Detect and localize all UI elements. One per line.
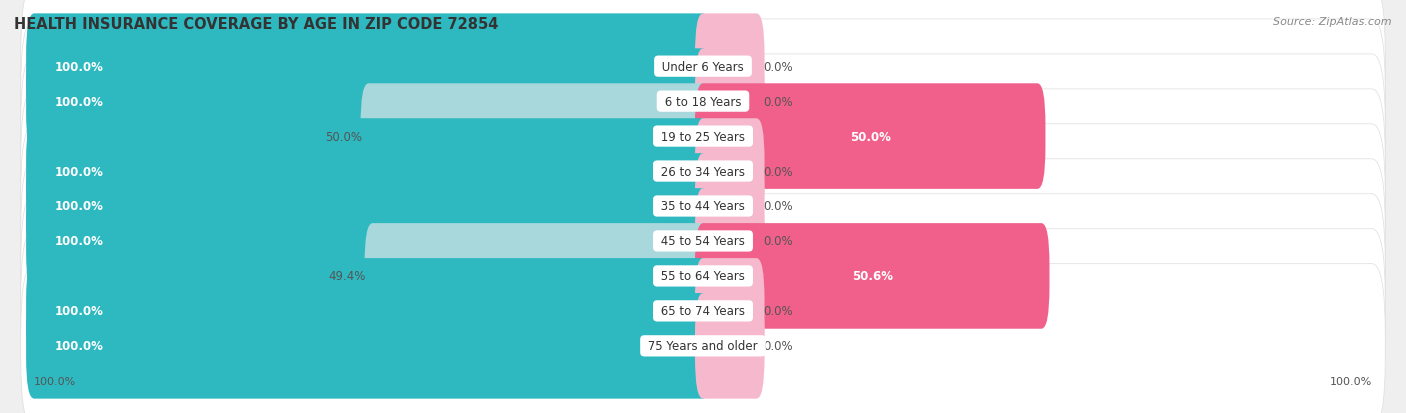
FancyBboxPatch shape (27, 14, 711, 120)
Text: 6 to 18 Years: 6 to 18 Years (661, 95, 745, 108)
Text: 100.0%: 100.0% (1330, 376, 1372, 386)
FancyBboxPatch shape (21, 0, 1385, 149)
FancyBboxPatch shape (27, 49, 711, 154)
Text: 100.0%: 100.0% (34, 376, 76, 386)
Text: 50.6%: 50.6% (852, 270, 893, 283)
FancyBboxPatch shape (695, 84, 1046, 190)
Text: Source: ZipAtlas.com: Source: ZipAtlas.com (1274, 17, 1392, 26)
Text: 0.0%: 0.0% (763, 339, 793, 352)
Text: 0.0%: 0.0% (763, 200, 793, 213)
Text: 100.0%: 100.0% (55, 61, 103, 74)
Text: 100.0%: 100.0% (55, 165, 103, 178)
Text: HEALTH INSURANCE COVERAGE BY AGE IN ZIP CODE 72854: HEALTH INSURANCE COVERAGE BY AGE IN ZIP … (14, 17, 499, 31)
FancyBboxPatch shape (695, 189, 765, 294)
FancyBboxPatch shape (27, 154, 711, 259)
FancyBboxPatch shape (21, 90, 1385, 254)
FancyBboxPatch shape (21, 20, 1385, 184)
Text: 0.0%: 0.0% (763, 235, 793, 248)
Text: 26 to 34 Years: 26 to 34 Years (657, 165, 749, 178)
Text: 19 to 25 Years: 19 to 25 Years (657, 130, 749, 143)
FancyBboxPatch shape (364, 223, 711, 329)
Text: 0.0%: 0.0% (763, 165, 793, 178)
FancyBboxPatch shape (27, 189, 711, 294)
Text: Under 6 Years: Under 6 Years (658, 61, 748, 74)
Text: 0.0%: 0.0% (763, 95, 793, 108)
Text: 75 Years and older: 75 Years and older (644, 339, 762, 352)
Text: 50.0%: 50.0% (325, 130, 361, 143)
FancyBboxPatch shape (21, 194, 1385, 358)
Text: 100.0%: 100.0% (55, 200, 103, 213)
Text: 100.0%: 100.0% (55, 305, 103, 318)
FancyBboxPatch shape (695, 119, 765, 224)
FancyBboxPatch shape (21, 55, 1385, 219)
FancyBboxPatch shape (695, 293, 765, 399)
Text: 49.4%: 49.4% (329, 270, 366, 283)
Text: 45 to 54 Years: 45 to 54 Years (657, 235, 749, 248)
FancyBboxPatch shape (27, 259, 711, 364)
Text: 100.0%: 100.0% (55, 339, 103, 352)
Text: 35 to 44 Years: 35 to 44 Years (657, 200, 749, 213)
FancyBboxPatch shape (21, 264, 1385, 413)
Text: 100.0%: 100.0% (55, 235, 103, 248)
Text: 100.0%: 100.0% (55, 95, 103, 108)
FancyBboxPatch shape (21, 229, 1385, 393)
FancyBboxPatch shape (695, 49, 765, 154)
FancyBboxPatch shape (695, 259, 765, 364)
FancyBboxPatch shape (695, 223, 1049, 329)
Text: 0.0%: 0.0% (763, 61, 793, 74)
Text: 65 to 74 Years: 65 to 74 Years (657, 305, 749, 318)
Text: 55 to 64 Years: 55 to 64 Years (657, 270, 749, 283)
FancyBboxPatch shape (360, 84, 711, 190)
Text: 0.0%: 0.0% (763, 305, 793, 318)
FancyBboxPatch shape (27, 119, 711, 224)
Text: 50.0%: 50.0% (849, 130, 890, 143)
FancyBboxPatch shape (21, 159, 1385, 323)
FancyBboxPatch shape (695, 14, 765, 120)
FancyBboxPatch shape (27, 293, 711, 399)
FancyBboxPatch shape (21, 125, 1385, 288)
FancyBboxPatch shape (695, 154, 765, 259)
